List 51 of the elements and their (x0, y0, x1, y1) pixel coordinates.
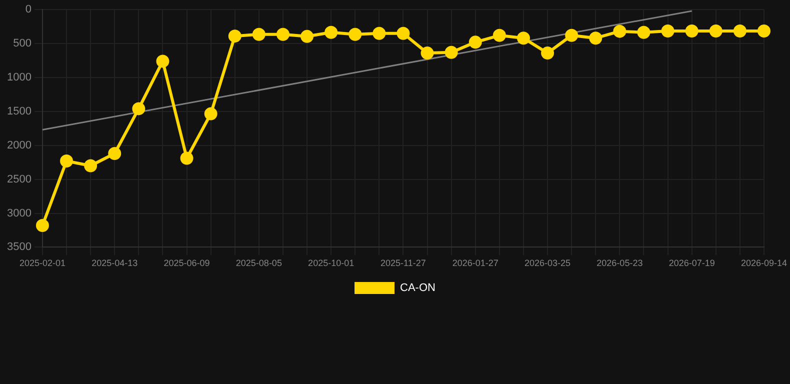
y-tick-label: 3000 (6, 207, 32, 220)
y-tick-label: 1000 (6, 72, 32, 84)
point (348, 28, 362, 41)
point (36, 218, 49, 232)
point (709, 24, 722, 38)
x-tick-label: 2025-06-09 (164, 258, 210, 268)
y-tick-label: 0 (25, 4, 32, 16)
point (84, 159, 98, 172)
x-tick-label: 2026-03-25 (524, 258, 571, 268)
point (565, 28, 578, 42)
point (492, 28, 506, 42)
point (420, 46, 434, 60)
y-tick-label: 2500 (6, 173, 32, 186)
point (204, 107, 218, 120)
x-tick-label: 2025-11-27 (380, 258, 426, 268)
x-tick-label: 2026-09-14 (740, 258, 788, 268)
point (468, 36, 482, 49)
point (108, 147, 122, 160)
point (228, 30, 242, 43)
point (541, 46, 554, 60)
point (613, 24, 626, 38)
y-tick-label: 1500 (6, 105, 32, 118)
point (396, 26, 410, 40)
y-tick-label: 3500 (6, 241, 32, 254)
point (637, 26, 650, 39)
point (156, 54, 170, 68)
x-tick-label: 2025-08-05 (236, 258, 282, 268)
x-tick-label: 2026-05-23 (596, 258, 643, 268)
x-tick-label: 2025-10-01 (308, 258, 354, 268)
x-tick-label: 2026-07-19 (668, 258, 715, 268)
point (516, 32, 530, 45)
point (252, 28, 266, 41)
point (685, 24, 698, 38)
point (589, 32, 602, 45)
point (661, 24, 674, 38)
y-tick-label: 500 (13, 38, 32, 50)
legend-label: CA-ON (400, 282, 436, 294)
point (733, 24, 746, 38)
x-tick-label: 2026-01-27 (452, 258, 498, 268)
x-tick-label: 2025-04-13 (92, 258, 138, 268)
point (372, 26, 386, 40)
point (324, 26, 338, 39)
y-tick-label: 2000 (6, 139, 32, 152)
point (60, 154, 74, 168)
point (180, 152, 194, 165)
point (444, 46, 458, 59)
point (276, 28, 290, 41)
x-tick-label: 2025-02-01 (19, 258, 66, 268)
point (757, 24, 770, 38)
point (132, 102, 146, 116)
point (300, 30, 314, 43)
